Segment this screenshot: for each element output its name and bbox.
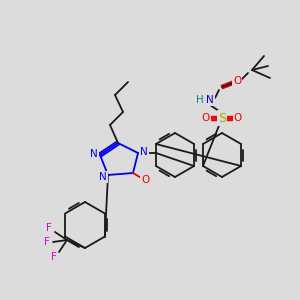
Text: O: O xyxy=(141,175,149,185)
Text: O: O xyxy=(202,113,210,123)
Text: F: F xyxy=(46,223,52,233)
Text: F: F xyxy=(44,237,50,247)
Text: N: N xyxy=(140,147,148,157)
Text: N: N xyxy=(99,172,107,182)
Text: H: H xyxy=(196,95,204,105)
Text: N: N xyxy=(206,95,214,105)
Text: O: O xyxy=(233,76,241,86)
Text: F: F xyxy=(51,252,57,262)
Text: O: O xyxy=(234,113,242,123)
Text: S: S xyxy=(218,112,226,124)
Text: O: O xyxy=(233,76,241,86)
Text: N: N xyxy=(90,149,98,159)
